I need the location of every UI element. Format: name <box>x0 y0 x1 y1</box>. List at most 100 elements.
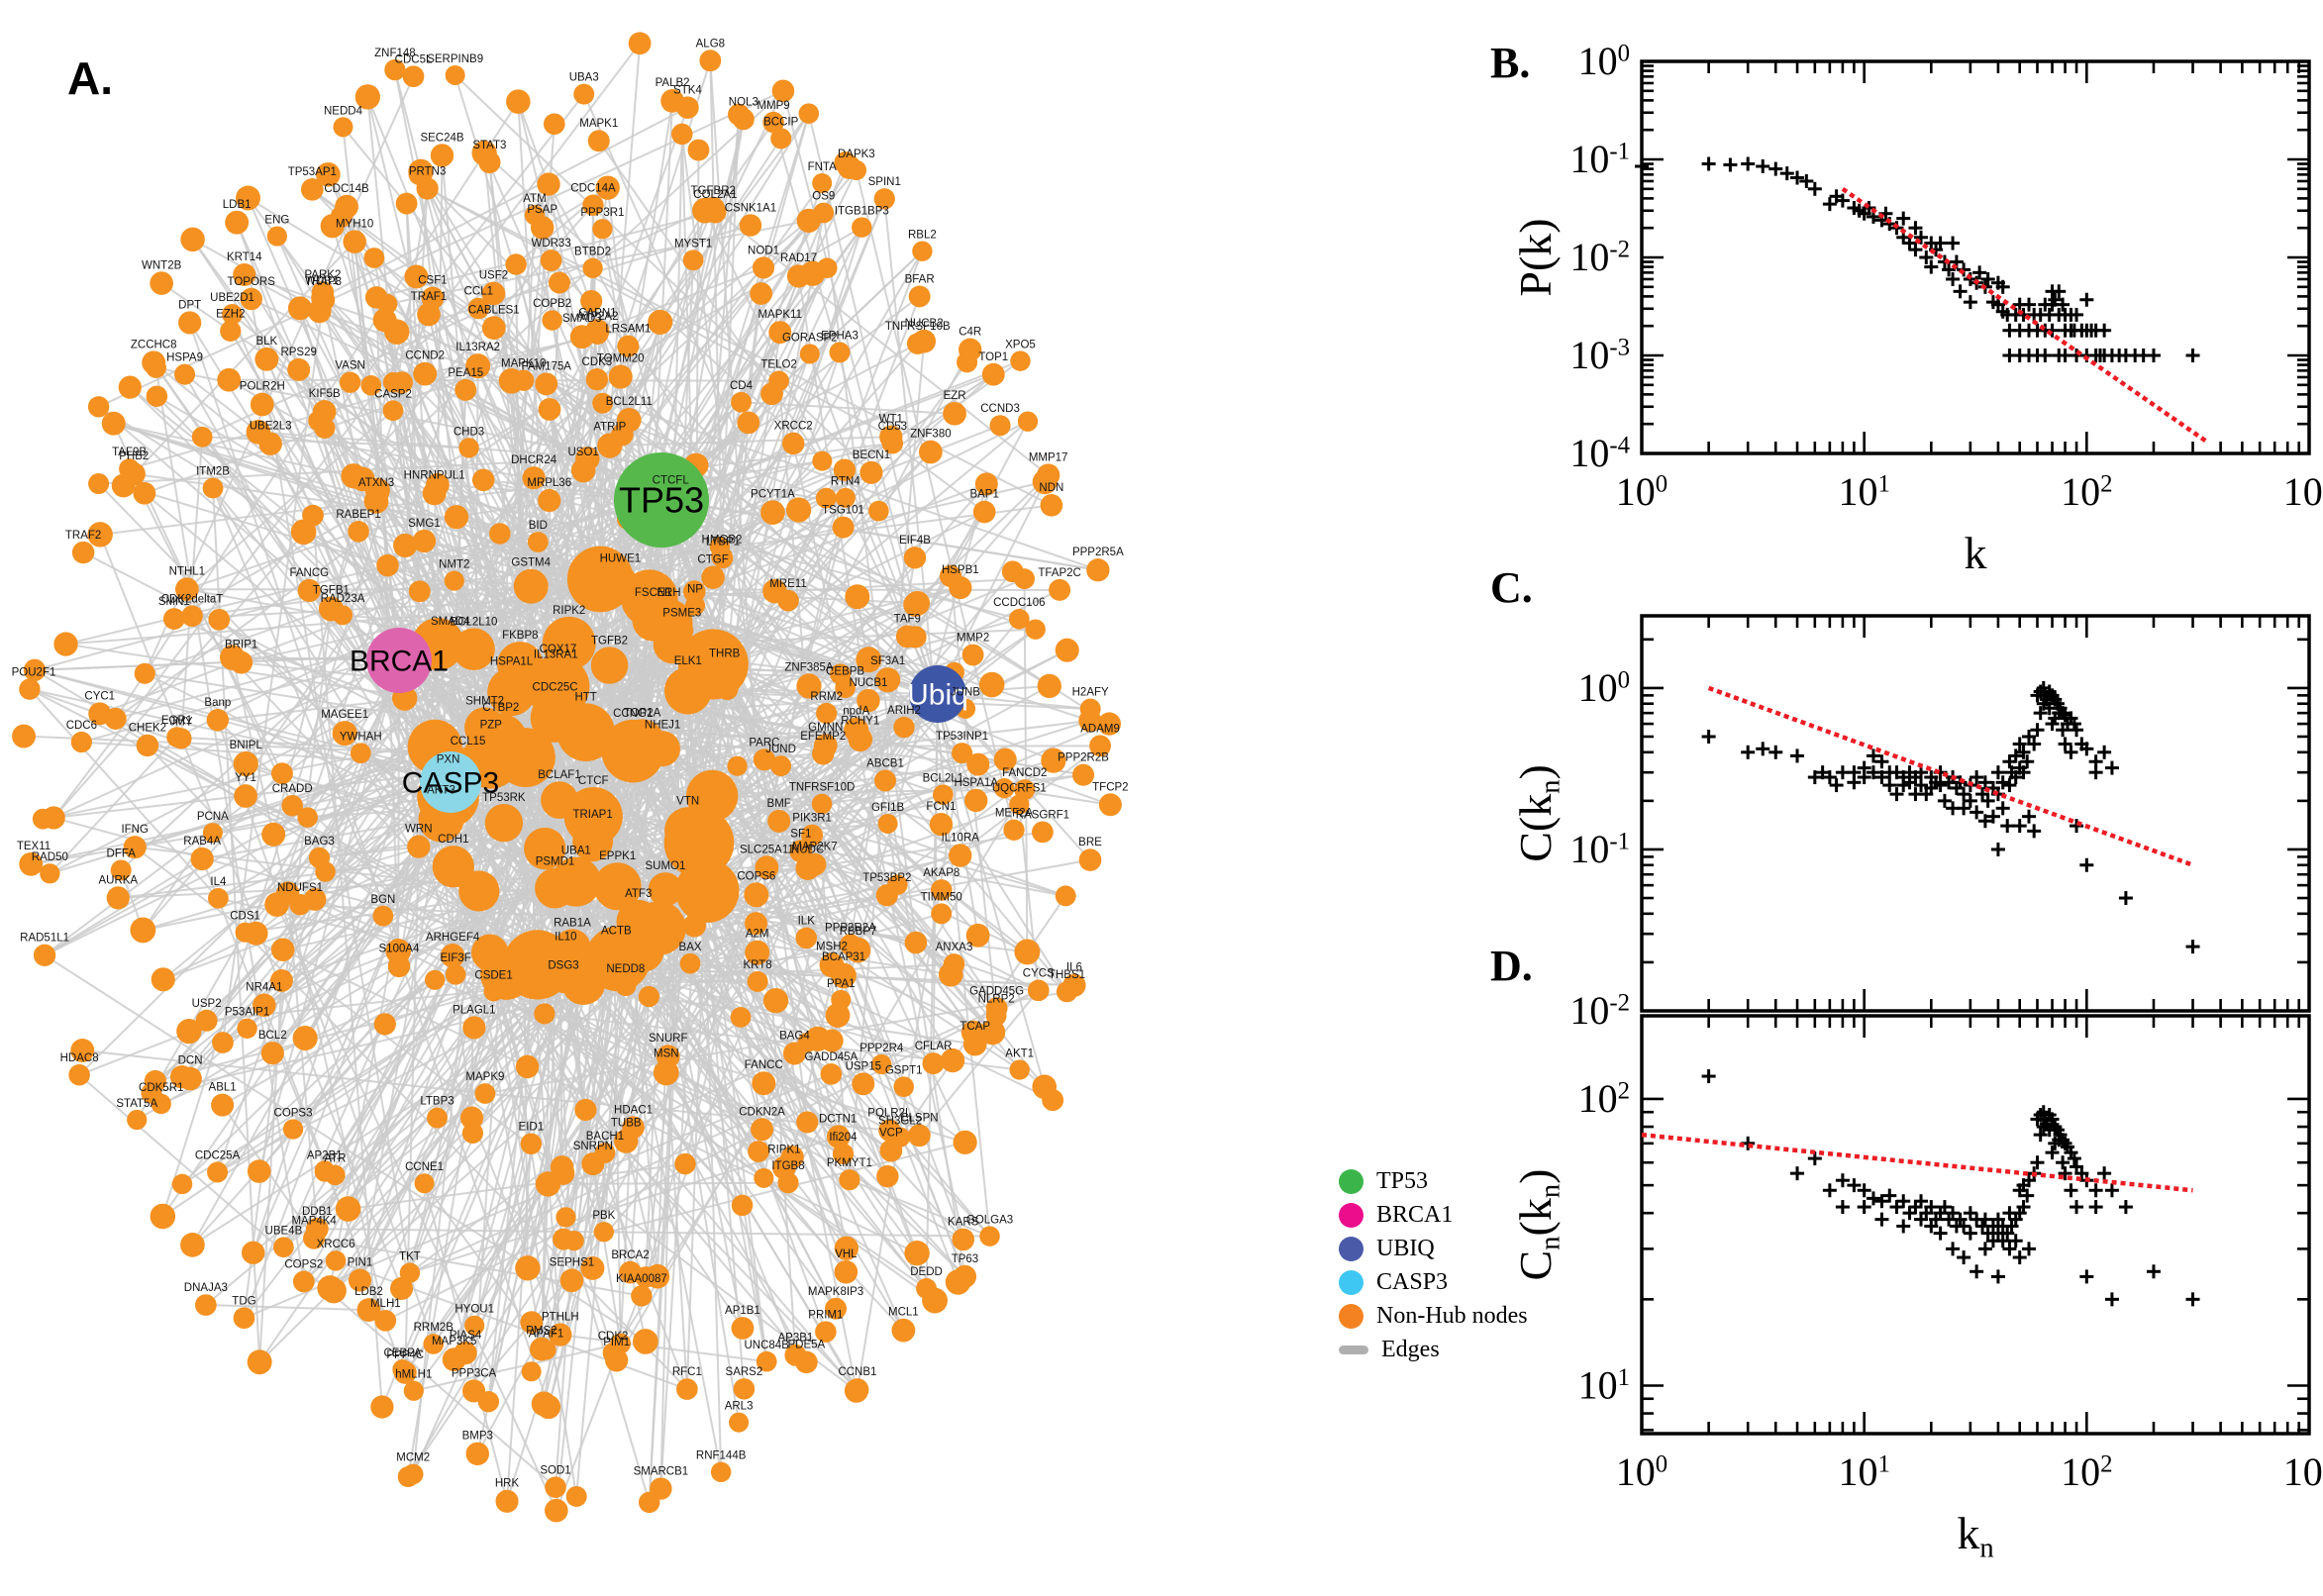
gene-node-label: RBL2 <box>908 230 937 242</box>
gene-node-label: USF2 <box>479 270 508 282</box>
gene-node-label: HSPA1A <box>954 777 998 789</box>
tp53-hub-icon <box>1339 1168 1364 1194</box>
hub-label-tp53: TP53 <box>619 480 704 521</box>
gene-node-label: RAD51L1 <box>20 933 69 945</box>
gene-node-label: hMLH1 <box>395 1369 432 1381</box>
gene-node-label: CDK5R1 <box>139 1082 183 1094</box>
gene-node-label: ZNF385A <box>784 661 834 673</box>
gene-node-label: YY1 <box>235 772 256 784</box>
gene-node-label: RAB4A <box>183 836 221 848</box>
gene-node-label: BRIP1 <box>225 640 257 651</box>
gene-node-label: POU2F1 <box>12 666 56 678</box>
gene-node-label: ZCCHC8 <box>131 339 177 350</box>
gene-node-label: ATM <box>523 193 546 205</box>
gene-node-label: THRB <box>709 648 741 659</box>
gene-node-label: DSG3 <box>548 960 578 972</box>
legend-label: UBIQ <box>1376 1236 1435 1261</box>
gene-node-label: CSF1 <box>418 275 447 287</box>
gene-node-label: UQCRFS1 <box>992 782 1047 794</box>
x-axis-label: k <box>1965 528 1987 578</box>
gene-node-label: DCN <box>178 1055 203 1067</box>
gene-node-label: APAF1 <box>529 1328 564 1340</box>
gene-node-label: TNFRSF10B <box>885 321 951 333</box>
gene-node-label: JMY <box>170 716 193 728</box>
legend-item-ubiq: UBIQ <box>1339 1236 1528 1261</box>
gene-node-label: AKT3 <box>427 785 455 797</box>
network-graph: TP53 BRCA1 CASP3 Ubiq TCAP NHEJ1 PRIM1 Ifi204 TP… <box>12 32 1129 1523</box>
gene-node-label: RBBP7 <box>840 926 877 938</box>
gene-node-label: FCN1 <box>926 801 956 813</box>
gene-node-label: BTBD2 <box>574 247 611 258</box>
gene-node-label: PIK3R1 <box>792 813 832 825</box>
gene-node-label: HSPA1L <box>490 655 534 667</box>
gene-node-label: USO1 <box>567 447 598 458</box>
gene-node-label: BACH1 <box>586 1131 624 1143</box>
gene-node-label: WT1 <box>879 414 903 426</box>
gene-node-label: RIPK1 <box>767 1145 800 1156</box>
gene-node-label: BAP1 <box>969 489 998 501</box>
gene-node-label: FANCC <box>745 1059 783 1071</box>
gene-node-label: RIPK2 <box>553 605 585 617</box>
gene-node-label: NUCB1 <box>849 677 887 689</box>
gene-node-label: BRE <box>1078 837 1102 848</box>
gene-node-label: PRIM1 <box>808 1309 843 1321</box>
gene-node-label: MCM2 <box>396 1452 430 1464</box>
gene-node-label: TIMM50 <box>921 891 962 903</box>
gene-node-label: npdA <box>843 706 869 718</box>
casp3-hub-icon <box>1339 1269 1364 1295</box>
gene-node-label: TFCP2 <box>1092 781 1128 793</box>
gene-node-label: FAM175A <box>521 360 571 372</box>
gene-node-label: UBE2L3 <box>250 421 292 433</box>
legend-item-tp53: TP53 <box>1339 1168 1528 1194</box>
gene-node-label: DAPK3 <box>838 149 875 160</box>
gene-node-label: Banp <box>204 697 231 709</box>
plot-frame <box>1640 614 2311 1013</box>
hub-label-casp3: CASP3 <box>402 767 499 800</box>
gene-node-label: EZR <box>944 390 966 402</box>
legend-item-edges: Edges <box>1339 1337 1528 1362</box>
gene-node-label: KRT8 <box>744 959 772 971</box>
gene-node-label: PTHLH <box>542 1311 579 1323</box>
gene-node-label: HSPA9 <box>166 352 203 364</box>
gene-node-label: BCCIP <box>763 116 798 128</box>
gene-node-label: PIM1 <box>603 1337 630 1348</box>
x-tick-label: 100 <box>1616 469 1667 514</box>
gene-node-label: ITGB8 <box>771 1160 804 1172</box>
gene-node-label: EGR1 <box>161 715 192 727</box>
gene-node-label: PDE5A <box>788 1340 826 1351</box>
gene-node-label: HRK <box>495 1478 520 1490</box>
y-axis-label: C(kn) <box>1510 764 1566 862</box>
gene-node-label: TUBB <box>611 1117 642 1129</box>
gene-node-label: CDC14B <box>324 183 369 195</box>
gene-node-label: CD4 <box>730 380 754 392</box>
gene-node-label: CHEK2 <box>129 723 166 735</box>
gene-node-label: ARIH2 <box>887 705 921 717</box>
x-axis-label: kn <box>1957 1508 1993 1564</box>
gene-node-label: A2M <box>746 929 769 941</box>
gene-node-label: PZP <box>480 720 503 732</box>
gene-node-label: NHEJ1 <box>645 719 680 731</box>
gene-node-label: MAPK11 <box>758 309 802 321</box>
gene-node-label: BCAP31 <box>822 951 865 963</box>
hub-node-brca1: BRCA1 <box>350 628 449 693</box>
gene-node-label: AKAP8 <box>923 867 960 879</box>
gene-node-label: CDC25A <box>195 1149 241 1161</box>
gene-node-label: PPP2R5A <box>1072 547 1124 558</box>
y-tick-label: 10-2 <box>1569 988 1630 1033</box>
gene-node-label: VTN <box>676 795 699 807</box>
gene-node-label: POLR2L <box>867 1107 912 1119</box>
gene-node-label: TKT <box>399 1250 421 1262</box>
gene-node-label: NDN <box>1039 482 1063 494</box>
gene-node-label: MSH2 <box>816 941 848 952</box>
gene-node-label: NDUFS1 <box>277 882 323 894</box>
gene-node-label: ATR <box>324 1153 346 1165</box>
gene-node-label: CCNB1 <box>838 1366 876 1378</box>
gene-node-label: EIF4B <box>899 535 931 547</box>
gene-node-label: SMAD3 <box>562 313 602 325</box>
gene-node-label: BMP3 <box>462 1431 493 1443</box>
gene-node-label: MMP2 <box>957 633 989 645</box>
gene-node-label: SEPHS1 <box>550 1256 594 1268</box>
gene-node-label: EPHA3 <box>821 330 858 342</box>
gene-node-label: CCNE1 <box>405 1161 444 1173</box>
gene-node-label: SNRPN <box>573 1141 613 1152</box>
